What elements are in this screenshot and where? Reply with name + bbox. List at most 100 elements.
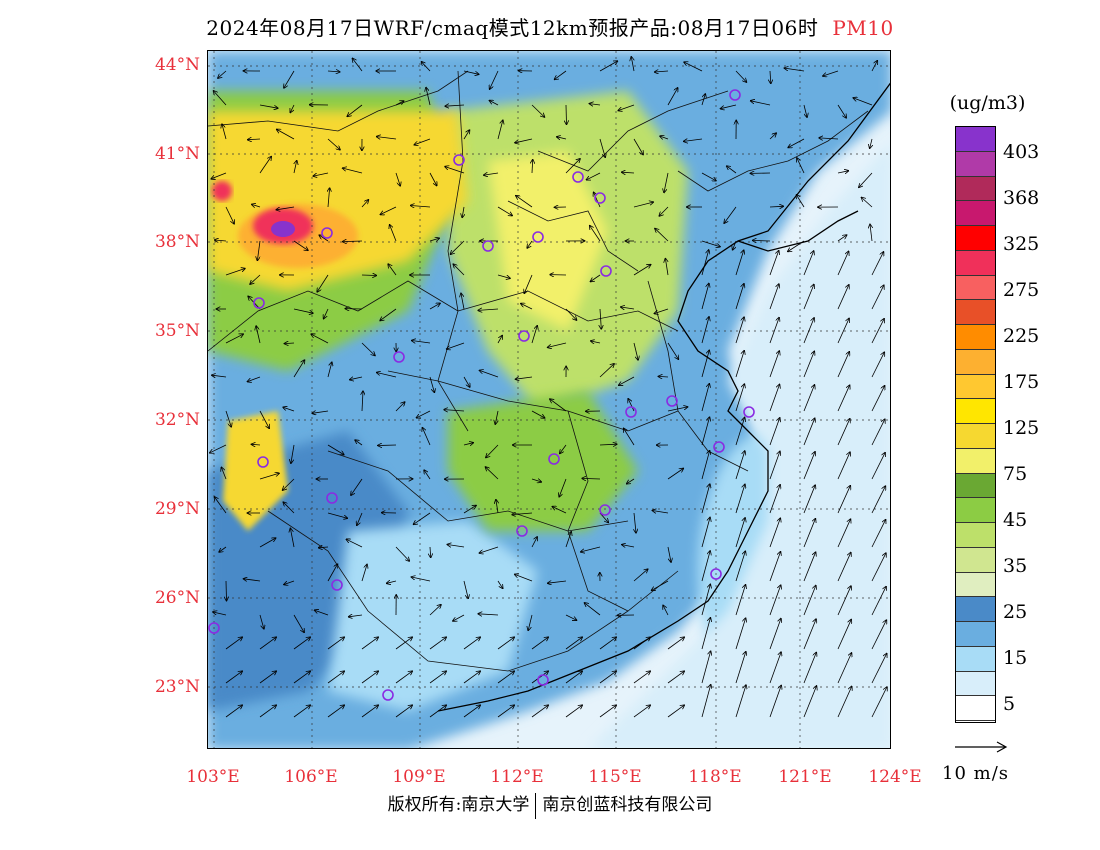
wind-arrow — [665, 259, 668, 276]
wind-arrow — [532, 160, 533, 174]
wind-arrow — [290, 528, 295, 548]
lat-label: 26°N — [154, 588, 200, 608]
colorbar-label: 368 — [1003, 187, 1040, 209]
wind-arrow — [259, 104, 278, 108]
wind-arrow — [565, 159, 580, 174]
wind-arrow — [859, 172, 873, 187]
wind-arrow — [590, 104, 601, 105]
wind-arrow — [803, 351, 814, 378]
wind-arrow — [591, 341, 601, 343]
wind-arrow — [250, 274, 261, 284]
wind-arrow — [735, 250, 744, 276]
wind-arrow — [478, 309, 499, 310]
wind-arrow — [516, 377, 533, 379]
wind-arrow — [769, 485, 780, 514]
wind-arrow — [803, 452, 815, 480]
wind-arrow — [311, 334, 329, 344]
wind-arrow — [633, 138, 643, 155]
colorbar-cell — [956, 374, 995, 400]
wind-arrow — [515, 574, 533, 582]
wind-arrow — [701, 172, 716, 181]
wind-arrow — [634, 512, 636, 533]
wind-arrow — [290, 104, 295, 112]
wind-arrow — [837, 419, 850, 446]
wind-arrow — [581, 546, 601, 552]
wind-arrow — [259, 410, 269, 428]
wind-arrow — [496, 500, 498, 514]
wind-arrow — [701, 94, 705, 106]
city-markers — [208, 89, 755, 701]
wind-arrow — [667, 469, 683, 480]
wind-arrow — [871, 587, 886, 616]
wind-arrow — [796, 195, 805, 208]
colorbar-cell — [956, 399, 995, 424]
wind-arrow — [631, 57, 634, 72]
city-marker — [713, 441, 725, 453]
wind-arrow — [293, 637, 310, 650]
city-marker — [482, 240, 494, 252]
wind-arrow — [803, 552, 816, 582]
wind-arrow — [411, 577, 431, 582]
city-marker — [393, 351, 405, 363]
wind-arrow — [479, 546, 499, 553]
wind-arrow — [252, 204, 261, 207]
ocean — [590, 143, 890, 748]
wind-arrow — [226, 580, 227, 601]
city-marker — [710, 568, 722, 580]
wind-arrow — [531, 479, 541, 482]
wind-arrow — [257, 240, 261, 260]
wind-arrow — [735, 284, 744, 310]
wind-arrow — [633, 671, 650, 684]
lat-label: 29°N — [154, 499, 200, 519]
wind-arrow — [565, 705, 582, 718]
wind-arrow — [664, 172, 669, 192]
wind-arrow — [327, 71, 340, 72]
colorbar-cell — [956, 448, 995, 474]
wind-arrow — [600, 308, 601, 329]
wind-arrow — [284, 580, 295, 585]
wind-arrow — [560, 444, 567, 453]
wind-arrow — [837, 452, 850, 480]
wind-arrow — [853, 98, 873, 106]
wind-arrow — [667, 705, 684, 718]
wind-arrow — [285, 343, 295, 344]
wind-arrow — [414, 512, 431, 524]
wind-arrow — [770, 70, 771, 83]
wind-arrow — [803, 385, 815, 412]
wind-arrow — [395, 172, 400, 186]
wind-arrow — [871, 654, 887, 684]
wind-arrow — [411, 206, 431, 208]
wind-arrow — [244, 579, 261, 581]
wind-arrow — [343, 241, 363, 242]
colorbar-cell — [956, 127, 995, 152]
wind-arrow — [463, 705, 480, 718]
wind-arrow — [823, 70, 839, 76]
wind-arrow — [424, 470, 431, 480]
wind-arrow — [349, 615, 363, 617]
wind-arrow — [735, 652, 746, 684]
wind-arrow — [350, 377, 363, 380]
lon-label: 112°E — [490, 767, 544, 787]
city-marker — [321, 227, 333, 239]
wind-arrow — [283, 502, 295, 514]
colorbar-cell — [956, 151, 995, 177]
wind-arrow — [550, 399, 567, 412]
wind-arrow — [701, 250, 709, 276]
colorbar-cell — [956, 572, 995, 598]
wind-arrow — [735, 518, 745, 548]
wind-reference-arrow — [955, 741, 1008, 753]
wind-arrow — [497, 274, 510, 278]
forecast-map — [207, 50, 891, 749]
wind-arrow — [803, 485, 815, 514]
wind-arrow — [701, 584, 710, 616]
wind-arrow — [480, 370, 499, 378]
wind-arrow — [346, 539, 363, 548]
wind-arrow — [225, 269, 245, 276]
wind-arrow — [361, 637, 378, 650]
wind-arrow — [293, 705, 310, 718]
city-marker — [453, 154, 465, 166]
lon-label: 106°E — [284, 767, 338, 787]
hotspot-core — [271, 221, 295, 237]
colorbar-label: 25 — [1003, 601, 1028, 623]
copyright-footer: 版权所有:南京大学 南京创蓝科技有限公司 — [0, 790, 1100, 819]
